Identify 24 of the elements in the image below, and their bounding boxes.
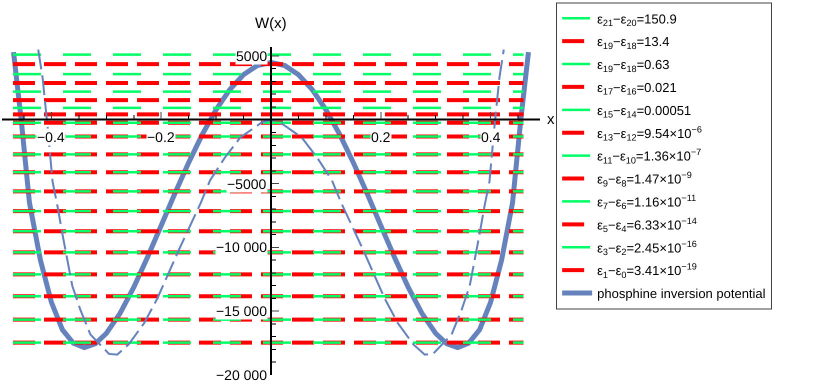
legend-label: ε$_{21}$−ε$_{20}$=150.9: [597, 11, 677, 28]
legend-label: ε$_{1}$−ε$_{0}$=3.41×10$^{−19}$: [597, 262, 697, 280]
legend-label: ε$_{15}$−ε$_{14}$=0.00051: [597, 102, 692, 120]
legend-label: ε$_{3}$−ε$_{2}$=2.45×10$^{−16}$: [597, 238, 697, 258]
x-tick-label: 0.4: [481, 129, 501, 145]
x-tick-label: 0.2: [371, 129, 391, 145]
y-tick-label: 5000: [236, 48, 268, 64]
legend-label: ε$_{11}$−ε$_{10}$=1.36×10$^{−7}$: [597, 147, 702, 166]
y-axis-title: W(x): [255, 15, 287, 32]
legend-label: ε$_{17}$−ε$_{16}$=0.021: [597, 80, 677, 97]
legend-label: ε$_{9}$−ε$_{8}$=1.47×10$^{−9}$: [597, 170, 692, 188]
legend-label: ε$_{19}$−ε$_{18}$=0.63: [597, 57, 670, 74]
y-tick-label: −10 000: [216, 239, 268, 255]
legend-label: ε$_{13}$−ε$_{12}$=9.54×10$^{−6}$: [597, 124, 702, 143]
x-axis-title: x: [547, 111, 555, 128]
legend-label: ε$_{19}$−ε$_{18}$=13.4: [597, 34, 670, 51]
y-tick-label: −15 000: [216, 303, 268, 319]
legend-label: ε$_{7}$−ε$_{6}$=1.16×10$^{−11}$: [597, 193, 696, 212]
legend-label: phosphine inversion potential: [597, 286, 766, 302]
x-tick-label: −0.2: [147, 129, 175, 145]
y-tick-label: −5000: [227, 176, 267, 192]
legend-label: ε$_{5}$−ε$_{4}$=6.33×10$^{−14}$: [597, 216, 697, 234]
x-tick-label: −0.4: [37, 129, 65, 145]
y-tick-label: −20 000: [216, 367, 268, 383]
